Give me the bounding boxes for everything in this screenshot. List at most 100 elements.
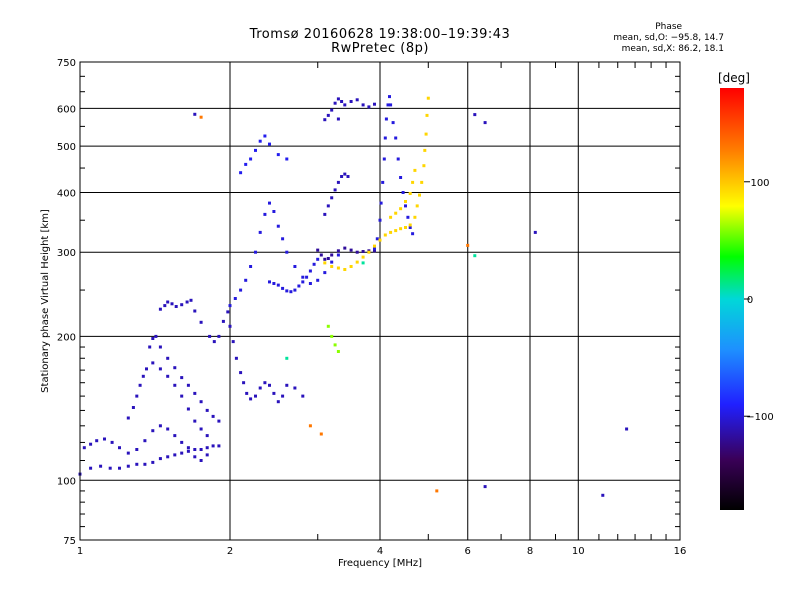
data-point	[170, 302, 174, 306]
data-point	[301, 275, 305, 279]
data-point	[276, 224, 280, 228]
data-point	[418, 193, 421, 197]
data-point	[205, 453, 209, 457]
x-tick-label: 16	[674, 546, 687, 557]
data-point	[173, 383, 177, 387]
data-point	[285, 383, 289, 387]
data-point	[293, 386, 297, 390]
data-point	[391, 121, 395, 125]
data-point	[158, 424, 162, 428]
data-point	[389, 230, 393, 234]
data-point	[151, 361, 155, 365]
data-point	[316, 257, 320, 261]
y-tick-label: 200	[57, 332, 76, 343]
colorbar-label: [deg]	[718, 71, 750, 85]
data-point	[193, 112, 197, 116]
data-point	[239, 288, 243, 292]
data-point	[126, 416, 130, 420]
x-tick-label: 6	[465, 546, 471, 557]
y-tick-label: 75	[63, 536, 76, 547]
data-point	[217, 444, 221, 448]
data-point	[420, 180, 424, 184]
colorbar	[720, 88, 744, 510]
phase-stats-header: Phase	[655, 22, 683, 32]
data-point	[413, 215, 417, 219]
data-point	[406, 215, 410, 219]
data-point	[242, 381, 246, 385]
data-point	[373, 247, 376, 251]
data-point	[361, 255, 365, 259]
data-point	[180, 303, 184, 307]
data-point	[326, 113, 330, 117]
data-point	[118, 446, 121, 450]
data-point	[383, 233, 387, 237]
data-point	[199, 115, 203, 119]
data-point	[340, 175, 344, 178]
data-point	[293, 288, 297, 292]
data-point	[193, 455, 197, 459]
data-point	[193, 448, 197, 451]
data-point	[276, 153, 280, 157]
data-point	[285, 250, 289, 254]
plot-frame	[79, 61, 681, 541]
data-point	[601, 493, 605, 497]
data-point	[396, 157, 400, 161]
data-point	[199, 427, 203, 431]
data-point	[95, 439, 99, 443]
data-point	[301, 394, 305, 398]
data-point	[394, 136, 398, 140]
data-point	[180, 451, 184, 455]
data-point	[375, 237, 379, 241]
data-point	[346, 175, 350, 178]
data-point	[408, 226, 412, 229]
data-point	[205, 446, 209, 450]
data-point	[205, 434, 209, 438]
data-point	[158, 457, 162, 461]
data-point	[82, 446, 86, 450]
y-tick-label: 400	[57, 188, 76, 199]
data-point	[367, 250, 371, 254]
data-point	[383, 136, 387, 140]
phase-stats: Phase mean, sd,O: −95.8, 14.7 mean, sd,X…	[613, 22, 724, 55]
data-point	[173, 453, 177, 457]
data-point	[336, 253, 340, 257]
data-point	[151, 337, 155, 340]
data-point	[193, 419, 197, 423]
data-point	[367, 105, 371, 109]
data-point	[343, 103, 347, 107]
data-point	[244, 162, 248, 166]
data-point	[312, 262, 316, 266]
data-point	[330, 334, 334, 338]
data-point	[193, 391, 197, 395]
data-point	[166, 427, 170, 431]
data-point	[301, 280, 305, 284]
data-point	[254, 394, 257, 398]
data-point	[378, 218, 382, 222]
data-point	[289, 290, 293, 294]
data-point	[263, 381, 267, 385]
data-point	[323, 118, 327, 122]
x-axis-ticks: 1 2 4 6 8 10 16	[77, 62, 687, 557]
data-point	[272, 282, 276, 285]
data-point	[281, 394, 285, 398]
data-point	[413, 168, 417, 172]
data-point	[415, 204, 419, 208]
data-point	[163, 304, 167, 308]
y-tick-label: 600	[57, 104, 76, 115]
data-point	[336, 180, 340, 184]
x-axis-label: Frequency [MHz]	[338, 558, 422, 569]
data-point	[199, 459, 203, 462]
data-point	[373, 244, 376, 248]
data-point	[343, 246, 347, 250]
data-point	[349, 265, 353, 268]
data-point	[205, 408, 209, 412]
data-point	[193, 309, 197, 313]
x-tick-label: 1	[77, 546, 83, 557]
data-point	[361, 250, 365, 253]
data-point	[281, 286, 285, 290]
data-point	[208, 334, 212, 338]
data-point	[211, 414, 215, 418]
data-point	[285, 289, 289, 293]
data-point	[483, 485, 487, 489]
